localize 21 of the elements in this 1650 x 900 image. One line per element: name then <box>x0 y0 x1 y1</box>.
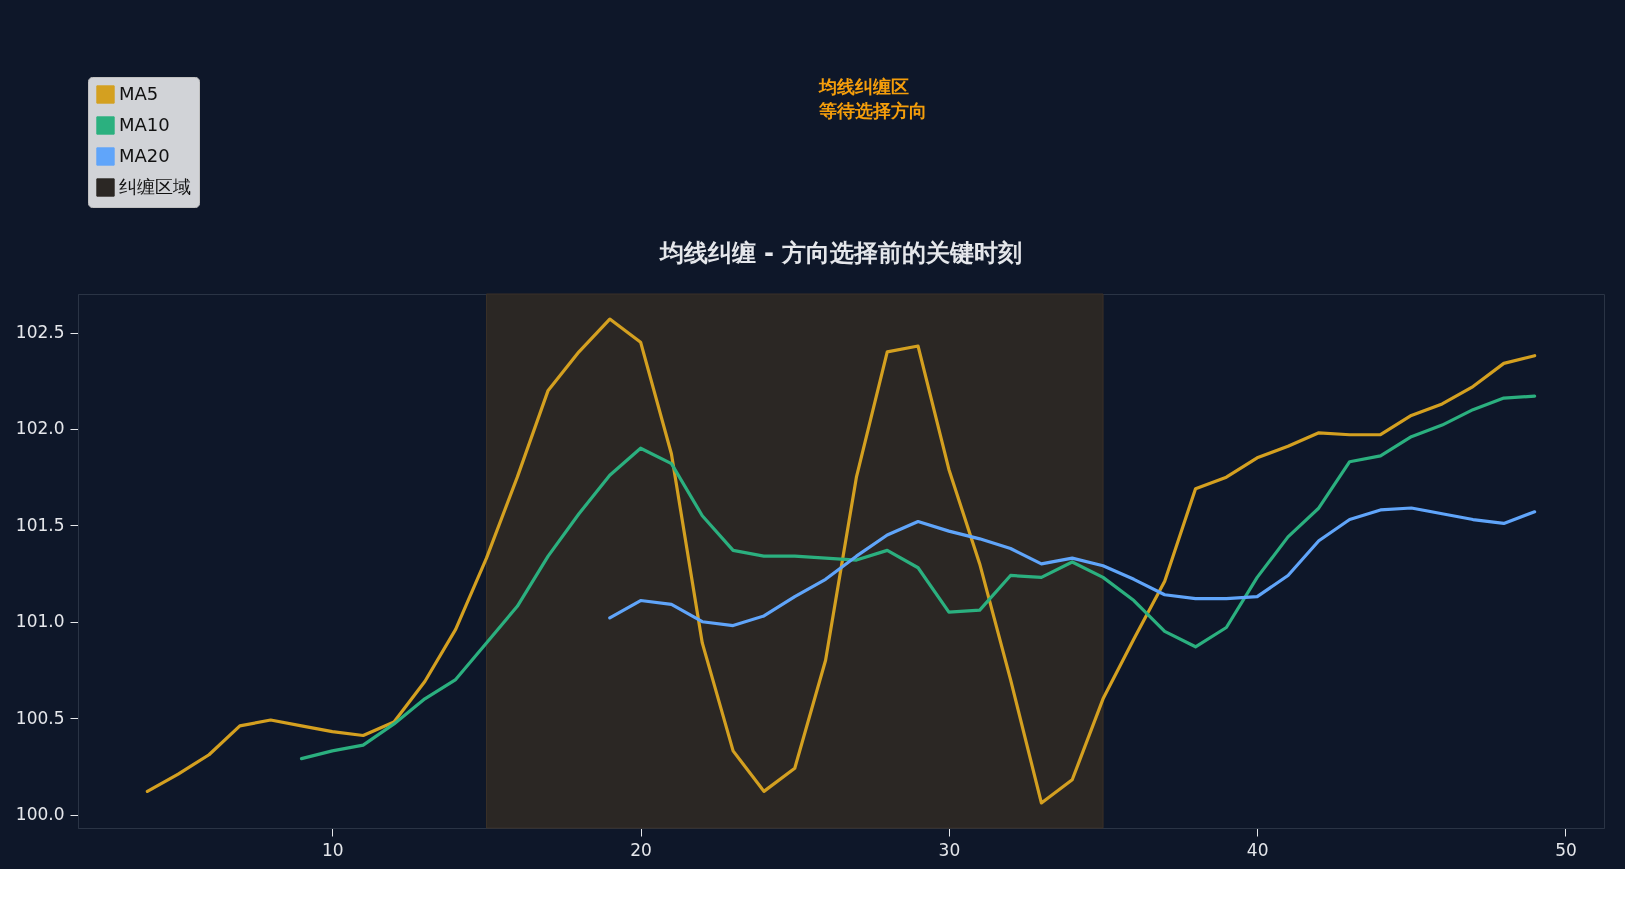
y-tick-label: 100.0 <box>15 804 65 825</box>
y-tick-label: 100.5 <box>15 707 65 728</box>
legend-label: MA10 <box>119 113 170 135</box>
y-tick-label: 101.5 <box>15 514 65 535</box>
line-series <box>299 394 1537 761</box>
chart-title: 均线纠缠 - 方向选择前的关键时刻 <box>657 238 1023 267</box>
y-tick-label: 101.0 <box>15 611 65 632</box>
text: 等待选择方向 <box>818 100 927 121</box>
text: 均线纠缠区 <box>818 76 909 97</box>
x-tick-label: 50 <box>1555 839 1577 860</box>
line-series <box>608 506 1537 628</box>
x-tick-label: 10 <box>322 839 344 860</box>
y-tick-label: 102.0 <box>15 418 65 439</box>
x-tick-label: 20 <box>630 839 652 860</box>
x-tick-label: 30 <box>938 839 961 860</box>
x-tick-label: 40 <box>1246 839 1269 860</box>
legend-label: MA20 <box>119 144 170 166</box>
legend-label: MA5 <box>119 82 159 104</box>
line-series <box>145 317 1537 805</box>
legend-label: 纠缠区域 <box>119 175 191 197</box>
y-tick-label: 102.5 <box>15 322 65 343</box>
